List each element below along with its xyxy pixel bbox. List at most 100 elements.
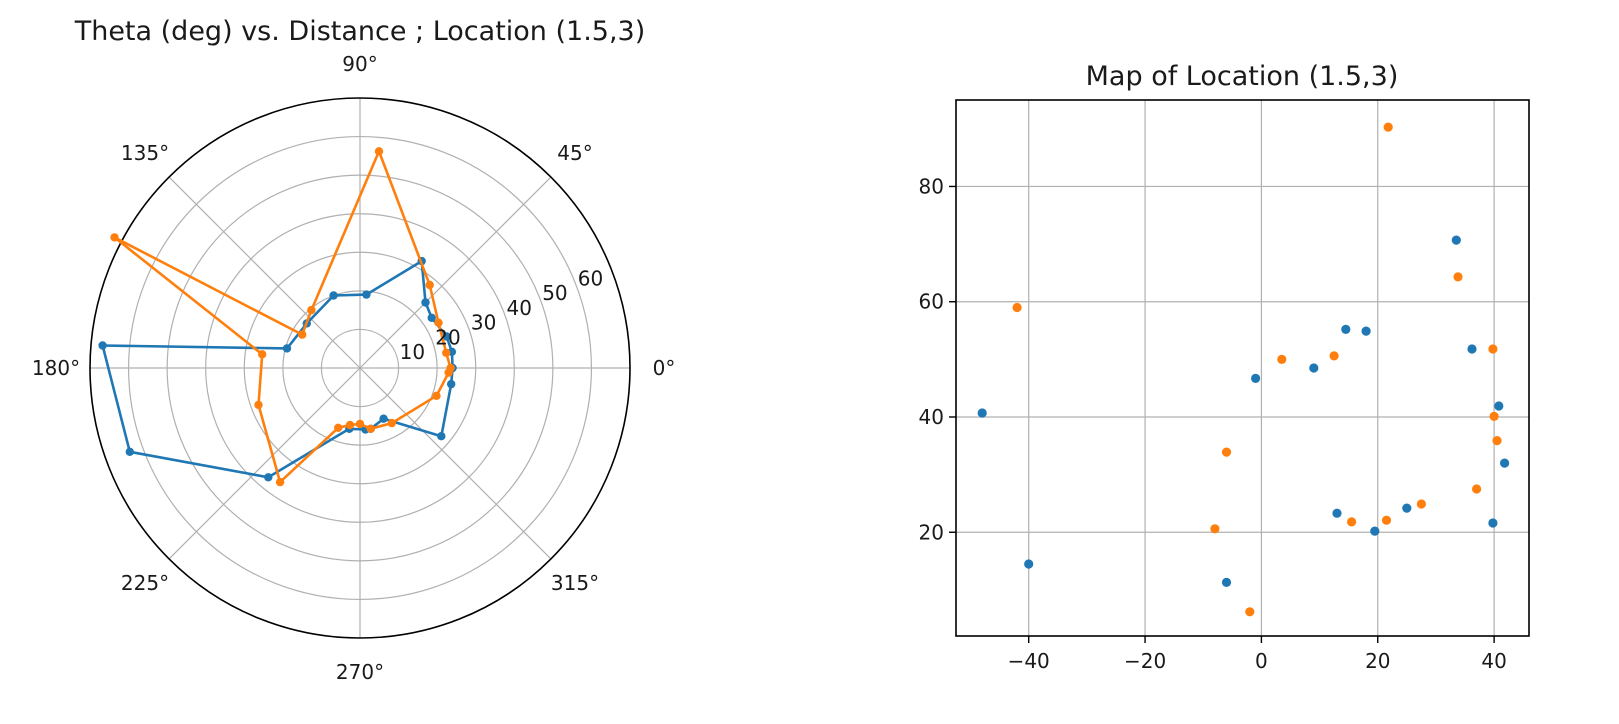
scatter-series-2-point-1 [1210,524,1220,534]
scatter-grid [956,100,1529,636]
polar-series-2-point-4 [374,147,384,156]
scatter-series-2-point-7 [1381,515,1392,525]
x-tick-label: 40 [1481,649,1506,673]
polar-series-2-point-1 [442,348,451,357]
polar-series-2-point-17 [444,368,453,377]
scatter-series-1-point-13 [1494,401,1504,411]
scatter-series-1-point-9 [1402,503,1412,513]
polar-series-2-point-8 [258,350,267,359]
scatter-series-1-point-0 [977,408,987,418]
scatter-axes: −40 −20 0 20 40 20 40 60 80 [919,99,1530,673]
polar-series-2-line [113,150,452,484]
y-tick-label: 20 [919,520,944,544]
polar-series-1-point-11 [125,447,134,456]
radial-tick-label: 60 [578,266,603,290]
polar-series-2-point-15 [387,418,396,428]
theta-tick-label: 135° [121,141,169,165]
scatter-series-2-point-5 [1329,351,1339,361]
polar-series-1-point-6 [362,290,371,299]
scatter-series-1-point-6 [1341,324,1351,334]
polar-series-1-point-17 [437,432,446,441]
polar-series-2-point-12 [345,420,355,430]
polar-series-1-point-10 [98,341,107,350]
scatter-series-2-point-9 [1416,499,1426,509]
polar-series-2-point-6 [298,330,307,339]
polar-series-1-point-2 [442,332,451,341]
polar-series-2-point-14 [366,424,375,433]
scatter-series-1-point-10 [1451,235,1461,245]
scatter-chart: Map of Location (1.5,3) −40 −20 0 20 40 20 40 6… [919,61,1530,673]
polar-series-1-point-12 [264,473,273,482]
polar-series-1-point-3 [427,313,436,322]
polar-series-2-point-3 [425,280,434,290]
theta-tick-label: 0° [653,356,676,380]
polar-series-1-line [101,259,454,479]
y-tick-label: 40 [919,405,944,429]
theta-tick-label: 225° [121,571,169,595]
scatter-series-1-point-11 [1467,344,1477,354]
scatter-series-2-point-0 [1012,302,1022,313]
scatter-series-1-point-1 [1024,559,1034,569]
scatter-series-1-point-3 [1251,373,1261,383]
y-tick-label: 60 [919,290,944,314]
polar-series-2-point-7 [110,233,119,242]
polar-frame [89,97,631,639]
scatter-chart-title: Map of Location (1.5,3) [1086,61,1399,92]
polar-tick-labels: 0° 45° 90° 135° 180° 225° 270° 315° 10 20 30 40 50 60 [32,52,675,684]
scatter-series-1-point-4 [1309,363,1319,373]
scatter-series-2-point-10 [1453,272,1463,282]
x-tick-label: −40 [1008,649,1050,673]
polar-spoke-135 [168,176,361,369]
scatter-series-1-point-7 [1361,326,1371,336]
scatter-series-2-point-6 [1347,517,1357,527]
scatter-points-group [977,122,1510,617]
polar-series-1-point-4 [421,298,430,307]
polar-chart-title: Theta (deg) vs. Distance ; Location (1.5… [74,16,646,47]
polar-series-2-point-5 [307,305,316,315]
scatter-series-1-point-8 [1370,526,1380,536]
polar-series-1-point-18 [447,379,456,389]
scatter-series-2-point-2 [1221,447,1232,457]
polar-series-2-point-2 [434,318,443,327]
scatter-series-2-point-14 [1492,436,1502,446]
scatter-series-2-point-11 [1472,484,1482,494]
radial-tick-label: 50 [542,281,567,305]
polar-series-1-point-16 [379,414,388,423]
scatter-series-1-point-2 [1221,577,1232,588]
polar-spoke-45 [359,176,552,369]
polar-series-group [98,147,457,487]
polar-series-1-point-9 [282,344,292,353]
theta-tick-label: 315° [551,571,599,595]
polar-series-1-point-7 [329,291,338,300]
scatter-series-2-point-12 [1488,344,1498,354]
scatter-series-2-point-3 [1245,607,1255,617]
scatter-plot-frame [955,99,1530,637]
polar-chart: Theta (deg) vs. Distance ; Location (1.5… [32,16,675,684]
scatter-series-2-point-8 [1383,122,1393,132]
scatter-series-1-point-12 [1488,518,1498,528]
scatter-series-2-point-13 [1489,411,1499,421]
theta-tick-label: 90° [342,52,377,76]
polar-series-2-point-13 [355,419,365,429]
polar-spoke-315 [359,367,552,560]
polar-spoke-225 [168,367,361,560]
radial-tick-label: 20 [435,326,460,350]
radial-tick-label: 30 [471,311,496,335]
theta-tick-label: 180° [32,356,80,380]
polar-series-2-point-11 [334,423,343,432]
radial-tick-label: 10 [400,340,425,364]
scatter-series-1-point-14 [1500,458,1510,468]
scatter-series-2-point-4 [1277,354,1287,364]
polar-series-2-point-9 [254,400,263,410]
theta-tick-label: 270° [336,660,384,684]
polar-grid [89,97,631,639]
theta-tick-label: 45° [557,141,592,165]
x-tick-label: 20 [1365,649,1390,673]
y-tick-label: 80 [919,175,944,199]
polar-series-2-point-10 [275,477,285,487]
scatter-series-1-point-5 [1332,508,1342,518]
radial-tick-label: 40 [507,296,532,320]
x-tick-label: −20 [1124,649,1166,673]
x-tick-label: 0 [1255,649,1268,673]
